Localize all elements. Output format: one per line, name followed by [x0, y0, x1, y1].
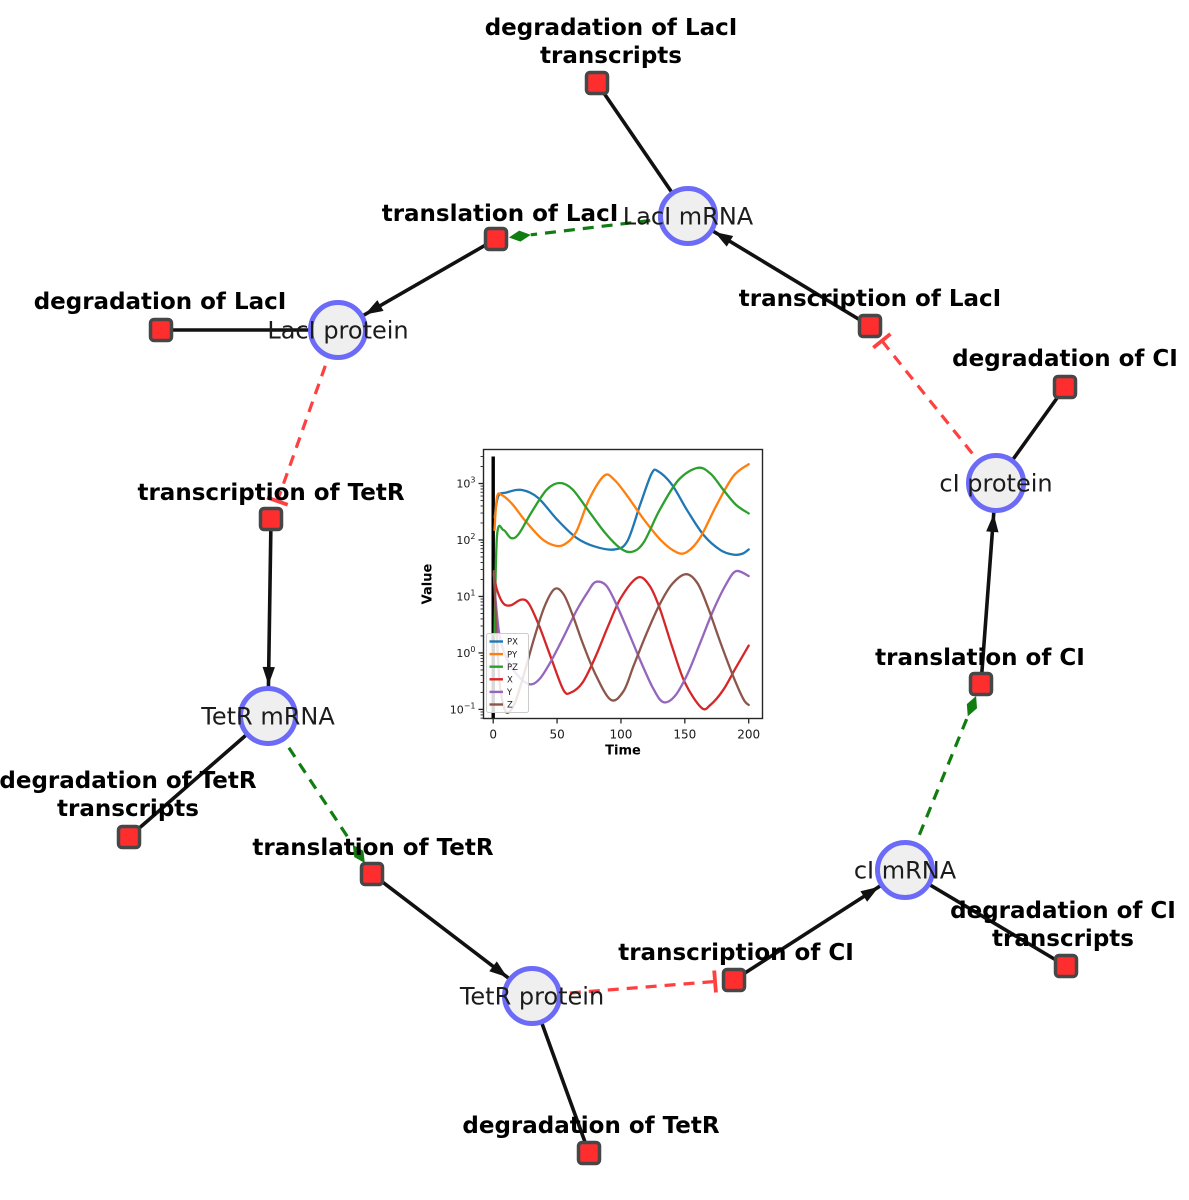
- species-label-ci_protein: cI protein: [939, 469, 1052, 497]
- species-label-tetr_protein: TetR protein: [459, 982, 604, 1010]
- y-tick-label: 102: [456, 532, 475, 547]
- y-tick-label: 10−1: [450, 701, 476, 716]
- reaction-label-deg_tetr_tx-0: degradation of TetR: [0, 768, 257, 794]
- reaction-label-tr_laci-0: transcription of LacI: [739, 286, 1002, 312]
- legend-label-PZ: PZ: [507, 663, 518, 673]
- reaction-label-deg_laci_tx-0: degradation of LacI: [485, 15, 738, 41]
- edge-tetr_protein-tr_ci: [531, 970, 718, 998]
- edge-transl_ci-ci_protein: [979, 482, 999, 685]
- series-line-PY: [493, 463, 750, 555]
- arrowhead-icon: [489, 961, 508, 978]
- series-line-X: [492, 572, 750, 711]
- reaction-label-transl_tetr-0: translation of TetR: [252, 835, 493, 861]
- reaction-node-deg_tetr_tx[interactable]: [116, 824, 142, 850]
- nodes-layer: [116, 70, 1079, 1166]
- x-tick-label: 200: [737, 728, 760, 742]
- inset-timecourse-plot: 0 50 100 150 20010−1100101102103TimeValuePXP…: [421, 448, 764, 759]
- y-tick-label: 103: [456, 476, 475, 491]
- species-node-ci_protein[interactable]: [966, 453, 1026, 513]
- reaction-node-tr_ci[interactable]: [721, 967, 747, 993]
- reaction-label-tr_tetr-0: transcription of TetR: [137, 480, 404, 506]
- reaction-label-deg_tetr_tx-1: transcripts: [57, 796, 199, 822]
- reaction-label-deg_laci_tx-1: transcripts: [540, 43, 682, 69]
- diamond-arrowhead-icon: [508, 230, 531, 242]
- labels-layer: degradation of LacItranscriptstranslatio…: [0, 15, 1178, 1139]
- species-label-ci_mrna: cI mRNA: [854, 856, 957, 884]
- reaction-node-deg_laci[interactable]: [148, 317, 174, 343]
- arrowhead-icon: [986, 513, 999, 533]
- y-axis-label: Value: [421, 563, 436, 604]
- edge-tr_tetr-tetr_mrna: [262, 518, 275, 717]
- reaction-node-tr_tetr[interactable]: [258, 506, 284, 532]
- species-label-laci_mrna: LacI mRNA: [623, 202, 754, 230]
- edge-transl_laci-laci_protein: [337, 237, 497, 332]
- diamond-arrowhead-icon: [352, 844, 365, 864]
- inhibition-tee-icon: [712, 970, 718, 993]
- arrowhead-icon: [262, 666, 275, 686]
- plot-legend: PX PY PZ XYZ: [486, 633, 529, 713]
- y-tick-label: 100: [456, 645, 475, 660]
- series-line-PZ: [493, 466, 750, 638]
- reaction-label-transl_ci-0: translation of CI: [875, 645, 1085, 671]
- inhibition-tee-icon: [266, 495, 289, 507]
- y-tick-label: 101: [456, 588, 475, 603]
- axes-frame: [482, 448, 764, 720]
- species-label-laci_protein: LacI protein: [267, 316, 408, 344]
- edge-tetr_mrna-deg_tetr_tx: [127, 714, 270, 839]
- arrowhead-icon: [860, 886, 879, 902]
- legend-label-X: X: [507, 676, 513, 686]
- diamond-arrowhead-icon: [966, 696, 978, 717]
- legend-label-PY: PY: [507, 650, 518, 660]
- legend-label-Y: Y: [506, 688, 513, 698]
- reaction-node-deg_tetr[interactable]: [576, 1140, 602, 1166]
- product-line: [337, 237, 497, 332]
- reaction-node-deg_laci_tx[interactable]: [584, 70, 610, 96]
- inhibition-dashed-line: [531, 979, 716, 998]
- edge-tr_ci-ci_mrna: [733, 868, 906, 982]
- edge-ci_mrna-deg_ci_tx: [904, 868, 1067, 968]
- species-label-tetr_mrna: TetR mRNA: [200, 702, 335, 730]
- reaction-node-transl_ci[interactable]: [968, 671, 994, 697]
- series-line-PX: [493, 468, 750, 557]
- reaction-label-tr_ci-0: transcription of CI: [618, 940, 854, 966]
- arrowhead-icon: [714, 232, 734, 247]
- edge-ci_protein-tr_laci: [872, 332, 998, 485]
- edge-tr_laci-laci_mrna: [687, 214, 871, 328]
- edge-transl_tetr-tetr_protein: [370, 872, 534, 998]
- plot-background: [483, 449, 763, 719]
- species-node-ci_mrna[interactable]: [875, 840, 935, 900]
- reaction-label-transl_laci-0: translation of LacI: [382, 201, 619, 227]
- x-tick-label: 0: [489, 728, 497, 742]
- reactant-line: [904, 868, 1067, 968]
- arrowhead-icon: [364, 300, 384, 315]
- reaction-label-deg_laci-0: degradation of LacI: [34, 289, 287, 315]
- reactant-line: [127, 714, 270, 839]
- species-node-tetr_protein[interactable]: [502, 966, 562, 1026]
- reaction-label-deg_tetr-0: degradation of TetR: [462, 1113, 719, 1139]
- reaction-node-transl_laci[interactable]: [483, 226, 509, 252]
- x-tick-label: 150: [673, 728, 696, 742]
- edge-laci_protein-tr_tetr: [266, 329, 340, 507]
- legend-label-PX: PX: [507, 638, 518, 648]
- species-node-tetr_mrna[interactable]: [238, 686, 298, 746]
- reaction-label-deg_ci_tx-1: transcripts: [992, 926, 1134, 952]
- inhibition-tee-icon: [872, 332, 892, 350]
- x-axis-label: Time: [605, 744, 641, 759]
- species-node-laci_mrna[interactable]: [658, 186, 718, 246]
- species-node-laci_protein[interactable]: [308, 300, 368, 360]
- reaction-label-deg_ci-0: degradation of CI: [952, 346, 1178, 372]
- reaction-node-transl_tetr[interactable]: [359, 861, 385, 887]
- reaction-node-tr_laci[interactable]: [857, 313, 883, 339]
- reaction-label-deg_ci_tx-0: degradation of CI: [950, 898, 1176, 924]
- reaction-node-deg_ci_tx[interactable]: [1053, 953, 1079, 979]
- legend-label-Z: Z: [507, 701, 513, 711]
- reaction-node-deg_ci[interactable]: [1052, 374, 1078, 400]
- x-tick-label: 50: [549, 728, 564, 742]
- product-line: [370, 872, 534, 998]
- x-tick-label: 100: [610, 728, 633, 742]
